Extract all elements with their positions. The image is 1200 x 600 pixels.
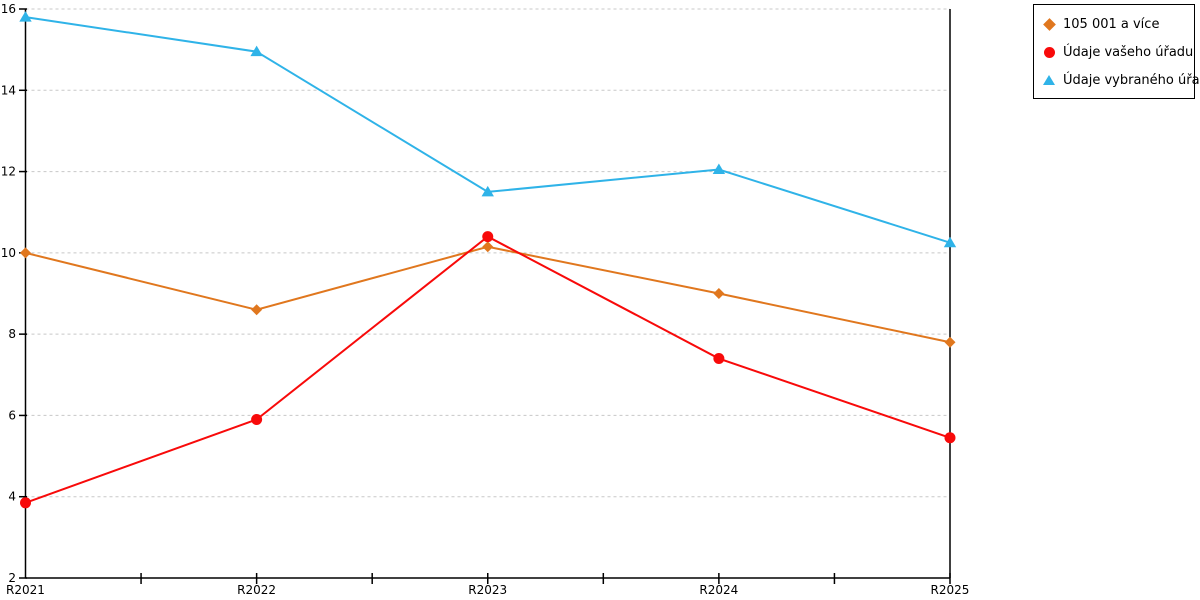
data-point-circle	[251, 413, 263, 425]
data-point-triangle	[943, 236, 957, 248]
data-point-diamond	[944, 336, 956, 348]
series-line-0	[25, 245, 951, 344]
y-tick-label: 2	[8, 571, 16, 585]
y-tick-label: 8	[8, 327, 16, 341]
data-point-triangle	[19, 11, 32, 22]
data-point-circle	[713, 353, 725, 365]
legend-item: 105 001 a více	[1042, 10, 1188, 38]
legend: 105 001 a více Údaje vašeho úřadu Údaje vy…	[1033, 4, 1200, 99]
y-tick-label: 4	[8, 490, 16, 504]
y-tick-label: 6	[8, 408, 16, 422]
triangle-marker-icon	[1042, 75, 1056, 85]
data-point-diamond	[20, 247, 31, 259]
y-tick-label: 10	[1, 246, 16, 260]
data-point-triangle	[712, 163, 726, 175]
diamond-glyph	[1042, 17, 1056, 31]
legend-label: Údaje vašeho úřadu	[1063, 44, 1194, 60]
data-point-diamond	[713, 288, 725, 299]
y-tick-label: 12	[1, 165, 16, 179]
data-point-triangle	[250, 45, 263, 57]
x-tick-label: R2022	[237, 583, 276, 597]
triangle-glyph	[1043, 75, 1055, 85]
legend-item: Údaje vašeho úřadu	[1042, 38, 1193, 66]
data-point-circle	[20, 497, 31, 509]
legend-item: Údaje vybraného úřadu	[1042, 66, 1200, 94]
series-line-1	[25, 235, 951, 504]
data-point-diamond	[251, 304, 263, 316]
data-point-circle	[482, 231, 494, 243]
circle-glyph	[1043, 46, 1055, 58]
data-point-diamond	[482, 241, 494, 253]
data-point-triangle	[481, 185, 494, 197]
y-tick-label: 16	[1, 2, 16, 16]
circle-marker-icon	[1042, 46, 1056, 58]
x-tick-label: R2025	[931, 583, 970, 597]
diamond-marker-icon	[1042, 17, 1056, 31]
data-point-circle	[944, 432, 956, 444]
legend-label: 105 001 a více	[1063, 16, 1160, 32]
y-tick-label: 14	[1, 83, 16, 97]
x-tick-label: R2024	[699, 583, 738, 597]
x-tick-label: R2021	[6, 583, 45, 597]
x-tick-label: R2023	[468, 583, 507, 597]
legend-label: Údaje vybraného úřadu	[1063, 72, 1200, 88]
series-line-2	[25, 16, 951, 244]
